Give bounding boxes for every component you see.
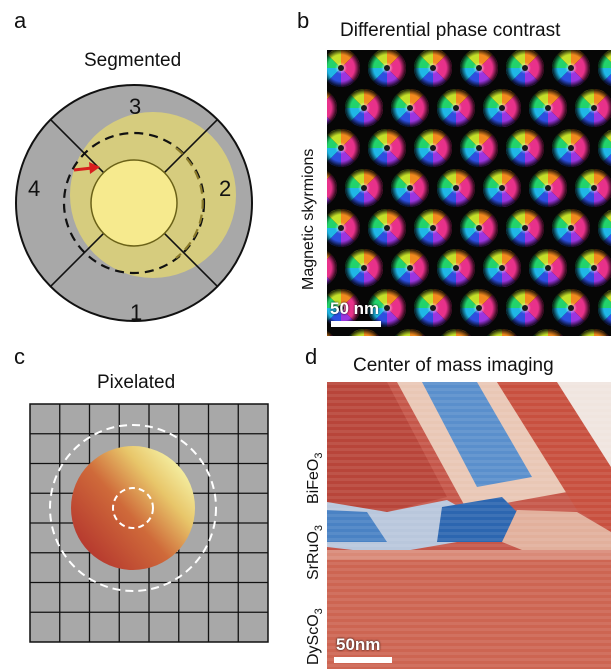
skyrmion bbox=[395, 329, 425, 336]
skyrmion bbox=[483, 249, 521, 287]
skyrmion bbox=[327, 91, 337, 125]
skyrmion bbox=[437, 169, 475, 207]
segment-label-4: 4 bbox=[28, 176, 41, 201]
skyrmion bbox=[533, 329, 563, 336]
inner-ring-dashed-under-beam bbox=[175, 147, 204, 259]
skyrmion bbox=[529, 249, 567, 287]
skyrmion bbox=[506, 209, 544, 247]
skyrmion bbox=[506, 50, 544, 87]
skyrmion bbox=[414, 289, 452, 327]
layer-label-dyscо3: DyScO3 bbox=[305, 608, 326, 665]
skyrmion bbox=[368, 129, 406, 167]
skyrmion bbox=[327, 209, 360, 247]
skyrmion bbox=[598, 129, 611, 167]
skyrmion bbox=[345, 89, 383, 127]
skyrmion bbox=[327, 50, 360, 87]
layer-label-bifeo3: BiFeO3 bbox=[305, 452, 326, 504]
skyrmion bbox=[529, 89, 567, 127]
panel-c-title: Pixelated bbox=[97, 372, 176, 393]
skyrmion bbox=[437, 89, 475, 127]
panel-b-scale-bar bbox=[331, 321, 381, 327]
skyrmion bbox=[460, 209, 498, 247]
panel-d-scale-bar bbox=[334, 657, 392, 663]
skyrmion bbox=[552, 50, 590, 87]
skyrmion bbox=[575, 89, 611, 127]
panel-b-side-label: Magnetic skyrmions bbox=[300, 148, 317, 290]
segmented-detector-diagram bbox=[15, 84, 253, 322]
skyrmion bbox=[414, 209, 452, 247]
skyrmion bbox=[414, 50, 452, 87]
skyrmion bbox=[345, 249, 383, 287]
shift-arrow-head bbox=[89, 162, 100, 174]
skyrmion bbox=[349, 329, 379, 336]
skyrmion bbox=[327, 251, 337, 285]
segment-label-2: 2 bbox=[219, 176, 232, 201]
skyrmion bbox=[598, 209, 611, 247]
skyrmion bbox=[414, 129, 452, 167]
skyrmion bbox=[327, 331, 333, 336]
layer-label-srruo3: SrRuO3 bbox=[305, 524, 326, 580]
diffraction-disk bbox=[71, 446, 195, 570]
skyrmion bbox=[368, 289, 406, 327]
pixelated-detector-diagram bbox=[29, 403, 269, 643]
panel-d-scale-label: 50nm bbox=[336, 635, 381, 654]
skyrmion bbox=[506, 289, 544, 327]
inner-ring-dashed bbox=[62, 131, 206, 275]
skyrmion bbox=[598, 50, 611, 87]
panel-d-title: Center of mass imaging bbox=[353, 355, 554, 376]
skyrmion bbox=[327, 129, 360, 167]
skyrmion bbox=[483, 89, 521, 127]
skyrmion bbox=[598, 289, 611, 327]
skyrmion bbox=[368, 50, 406, 87]
skyrmion bbox=[552, 289, 590, 327]
skyrmion bbox=[575, 169, 611, 207]
skyrmion bbox=[460, 289, 498, 327]
inner-ring-dashed bbox=[112, 487, 154, 529]
panel-letter-b: b bbox=[297, 8, 310, 33]
outer-ring-dashed bbox=[49, 424, 217, 592]
skyrmion bbox=[391, 89, 429, 127]
skyrmion bbox=[506, 129, 544, 167]
skyrmion bbox=[391, 169, 429, 207]
shift-arrow bbox=[73, 166, 93, 172]
panel-b-title: Differential phase contrast bbox=[340, 20, 561, 41]
skyrmion bbox=[483, 169, 521, 207]
skyrmion bbox=[552, 209, 590, 247]
skyrmion bbox=[579, 329, 609, 336]
skyrmion bbox=[391, 249, 429, 287]
skyrmion bbox=[575, 249, 611, 287]
central-beam-disk bbox=[90, 159, 178, 247]
skyrmion bbox=[327, 171, 337, 205]
skyrmion bbox=[345, 169, 383, 207]
panel-letter-c: c bbox=[14, 344, 25, 369]
skyrmion bbox=[368, 209, 406, 247]
skyrmion bbox=[487, 329, 517, 336]
skyrmion bbox=[460, 129, 498, 167]
skyrmion bbox=[552, 129, 590, 167]
panel-letter-a: a bbox=[14, 8, 27, 33]
panel-letter-d: d bbox=[305, 344, 318, 369]
skyrmion bbox=[529, 169, 567, 207]
segment-label-1: 1 bbox=[130, 300, 143, 325]
skyrmion bbox=[441, 329, 471, 336]
skyrmion-image bbox=[327, 50, 611, 336]
skyrmion bbox=[437, 249, 475, 287]
panel-a-title: Segmented bbox=[84, 50, 182, 71]
skyrmion bbox=[460, 50, 498, 87]
center-of-mass-image bbox=[327, 382, 611, 669]
segment-label-3: 3 bbox=[129, 94, 142, 119]
panel-b-scale-label: 50 nm bbox=[330, 299, 380, 318]
